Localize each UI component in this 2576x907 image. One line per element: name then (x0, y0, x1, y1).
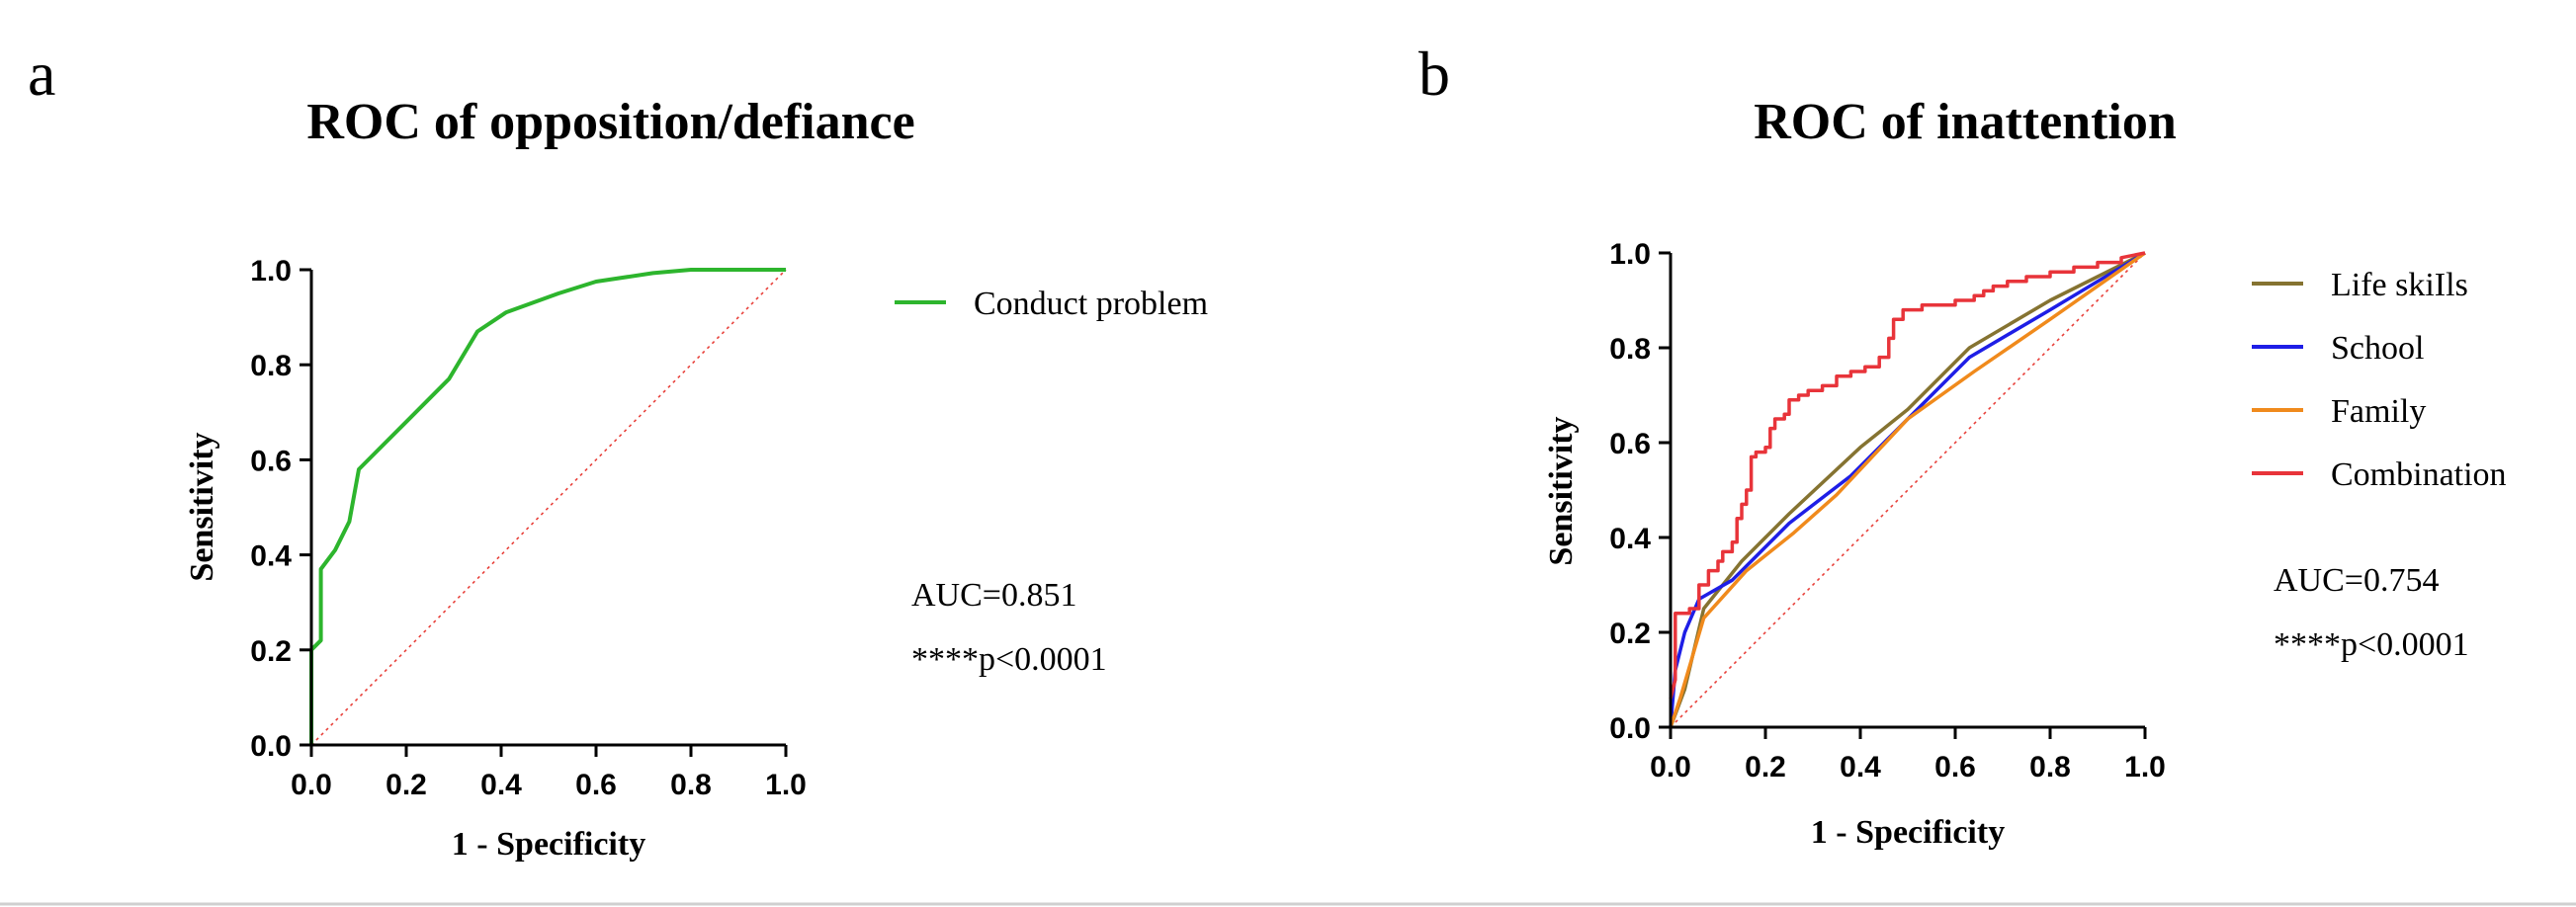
p-value-annotation-b: ****p<0.0001 (2274, 626, 2469, 663)
x-tick-label: 0.0 (1650, 751, 1691, 783)
plot-area-b: 0.0 0.2 0.4 0.6 0.8 1.0 0.0 0.2 0.4 0.6 0.8 1.0 (1609, 238, 2166, 783)
x-axis-title-a: 1 - Specificity (452, 826, 645, 863)
ticks-a: 0.0 0.2 0.4 0.6 0.8 1.0 0.0 0.2 0.4 0.6 0.8 1.0 (250, 255, 807, 801)
x-tick-label: 0.2 (386, 769, 427, 801)
y-tick-label: 0.8 (1609, 333, 1651, 366)
x-axis-title-b: 1 - Specificity (1811, 814, 2005, 851)
y-tick-label: 0.0 (1609, 712, 1651, 745)
x-tick-label: 1.0 (2124, 751, 2166, 783)
x-tick-label: 0.6 (575, 769, 617, 801)
chart-title-a: ROC of opposition/defiance (306, 94, 914, 150)
p-value-annotation-a: ****p<0.0001 (911, 641, 1107, 678)
y-axis-title-a: Sensitivity (184, 432, 220, 581)
legend-a: Conduct problem (895, 286, 1208, 322)
legend-label-combination: Combination (2331, 456, 2507, 493)
y-tick-label: 0.4 (250, 540, 292, 573)
y-tick-label: 0.0 (250, 730, 292, 763)
x-tick-label: 0.8 (2029, 751, 2071, 783)
auc-annotation-a: AUC=0.851 (911, 577, 1076, 614)
y-tick-label: 0.2 (250, 635, 292, 668)
panel-letter-a: a (28, 39, 55, 109)
legend-label-life-skills: Life skiIls (2331, 267, 2468, 303)
series-line-combination (1669, 251, 2146, 700)
x-tick-label: 0.0 (291, 769, 332, 801)
x-tick-label: 1.0 (765, 769, 807, 801)
x-tick-label: 0.4 (480, 769, 522, 801)
y-tick-label: 0.2 (1609, 618, 1651, 650)
plot-area-a: 0.0 0.2 0.4 0.6 0.8 1.0 0.0 0.2 0.4 0.6 0.8 1.0 (250, 255, 807, 801)
ticks-b: 0.0 0.2 0.4 0.6 0.8 1.0 0.0 0.2 0.4 0.6 0.8 1.0 (1609, 238, 2166, 783)
legend-label-conduct-problem: Conduct problem (974, 286, 1208, 322)
series-line-conduct-problem (309, 268, 786, 745)
reference-diagonal-a (310, 269, 787, 746)
reference-diagonal-b (1670, 252, 2146, 728)
panel-letter-b: b (1418, 39, 1450, 109)
series-group-b (1669, 251, 2147, 728)
y-axis-title-b: Sensitivity (1543, 416, 1580, 565)
y-tick-label: 1.0 (1609, 238, 1651, 271)
y-tick-label: 0.8 (250, 350, 292, 382)
legend-b: Life skiIls School Family Combination (2252, 267, 2507, 493)
y-tick-label: 0.6 (250, 445, 292, 477)
x-tick-label: 0.6 (1934, 751, 1976, 783)
legend-label-school: School (2331, 330, 2424, 367)
chart-title-b: ROC of inattention (1754, 94, 2177, 150)
series-group-a (309, 268, 786, 745)
panel-a: a ROC of opposition/defiance 0.0 0.2 0.4 0.… (28, 39, 1208, 863)
y-tick-label: 0.6 (1609, 428, 1651, 460)
series-line-family (1669, 251, 2147, 728)
panel-b: b ROC of inattention 0.0 0.2 0.4 0.6 0.8 1.00… (1418, 39, 2507, 851)
y-tick-label: 1.0 (250, 255, 292, 288)
legend-label-family: Family (2331, 393, 2426, 430)
x-tick-label: 0.4 (1840, 751, 1881, 783)
series-line-school (1669, 251, 2146, 728)
x-tick-label: 0.8 (670, 769, 712, 801)
y-tick-label: 0.4 (1609, 523, 1651, 555)
x-tick-label: 0.2 (1745, 751, 1786, 783)
auc-annotation-b: AUC=0.754 (2274, 562, 2439, 599)
